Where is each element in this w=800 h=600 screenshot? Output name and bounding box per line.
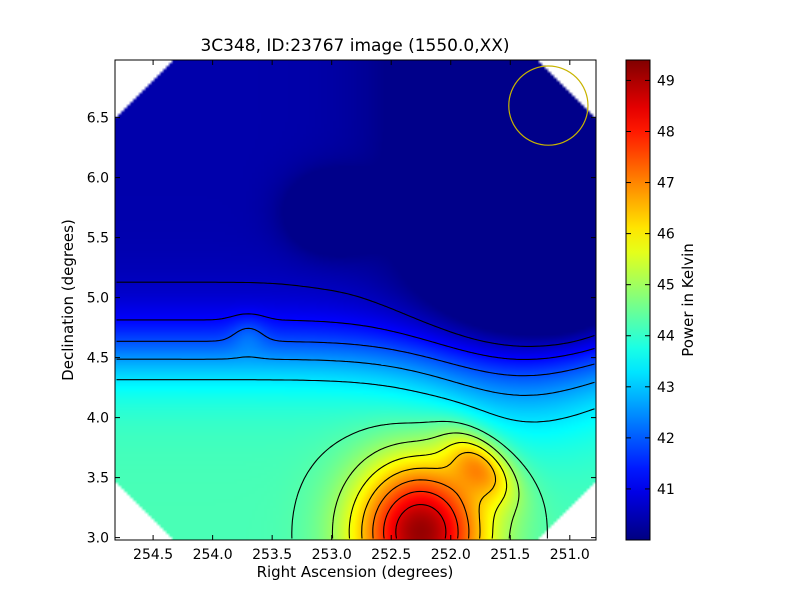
- y-axis: 3.0 3.5 4.0 4.5 5.0 5.5 6.0 6.5: [87, 111, 596, 547]
- heatmap-image: [115, 60, 596, 540]
- contour-line: [395, 503, 447, 539]
- y-tick-label: 3.0: [87, 531, 109, 547]
- colorbar-tick-label: 48: [657, 124, 675, 140]
- colorbar-tick-label: 42: [657, 431, 675, 447]
- contour-lines: [116, 281, 595, 539]
- colorbar-label: Power in Kelvin: [679, 243, 697, 357]
- contour-line: [331, 432, 520, 539]
- x-tick-label: 253.5: [252, 547, 292, 563]
- y-tick-label: 5.5: [87, 231, 109, 247]
- colorbar-tick-label: 47: [657, 176, 675, 192]
- contour-line: [361, 451, 497, 539]
- plot-area: [114, 59, 597, 541]
- colorbar-tick-label: 43: [657, 380, 675, 396]
- beam-circle: [508, 65, 589, 146]
- plot-frame: [114, 59, 597, 541]
- contour-line: [116, 281, 595, 347]
- x-tick-label: 254.5: [133, 547, 173, 563]
- chart-title: 3C348, ID:23767 image (1550.0,XX): [200, 36, 509, 56]
- contour-line: [116, 327, 595, 377]
- x-axis: 254.5 254.0 253.5 253.0 252.5 252.0 251.5 251.0: [133, 60, 590, 563]
- y-tick-label: 6.5: [87, 111, 109, 127]
- colorbar-tick-label: 49: [657, 73, 675, 89]
- colorbar-frame: [625, 59, 651, 541]
- contour-line: [116, 313, 595, 360]
- contour-line: [116, 356, 595, 396]
- x-tick-label: 252.5: [371, 547, 411, 563]
- colorbar-tick-label: 46: [657, 227, 675, 243]
- y-axis-label: Declination (degrees): [59, 219, 77, 381]
- y-tick-label: 6.0: [87, 171, 109, 187]
- contour-line: [348, 441, 508, 539]
- x-axis-label: Right Ascension (degrees): [257, 563, 454, 581]
- x-tick-label: 254.0: [193, 547, 233, 563]
- x-tick-label: 252.0: [431, 547, 471, 563]
- contour-line: [291, 420, 548, 539]
- colorbar-tick-label: 41: [657, 482, 675, 498]
- colorbar-tick-label: 45: [657, 278, 675, 294]
- x-tick-label: 251.5: [490, 547, 530, 563]
- y-tick-label: 5.0: [87, 291, 109, 307]
- colorbar-gradient: [626, 60, 650, 540]
- colorbar: 41 42 43 44 45 46 47 48 49: [625, 59, 675, 541]
- colorbar-tick-label: 44: [657, 329, 675, 345]
- y-tick-label: 3.5: [87, 471, 109, 487]
- y-tick-label: 4.5: [87, 351, 109, 367]
- x-tick-label: 253.0: [312, 547, 352, 563]
- colorbar-ticks: 41 42 43 44 45 46 47 48 49: [626, 73, 675, 498]
- x-tick-label: 251.0: [550, 547, 590, 563]
- contour-line: [372, 479, 470, 539]
- contour-line: [383, 490, 459, 539]
- y-tick-label: 4.0: [87, 411, 109, 427]
- contour-line: [116, 379, 595, 423]
